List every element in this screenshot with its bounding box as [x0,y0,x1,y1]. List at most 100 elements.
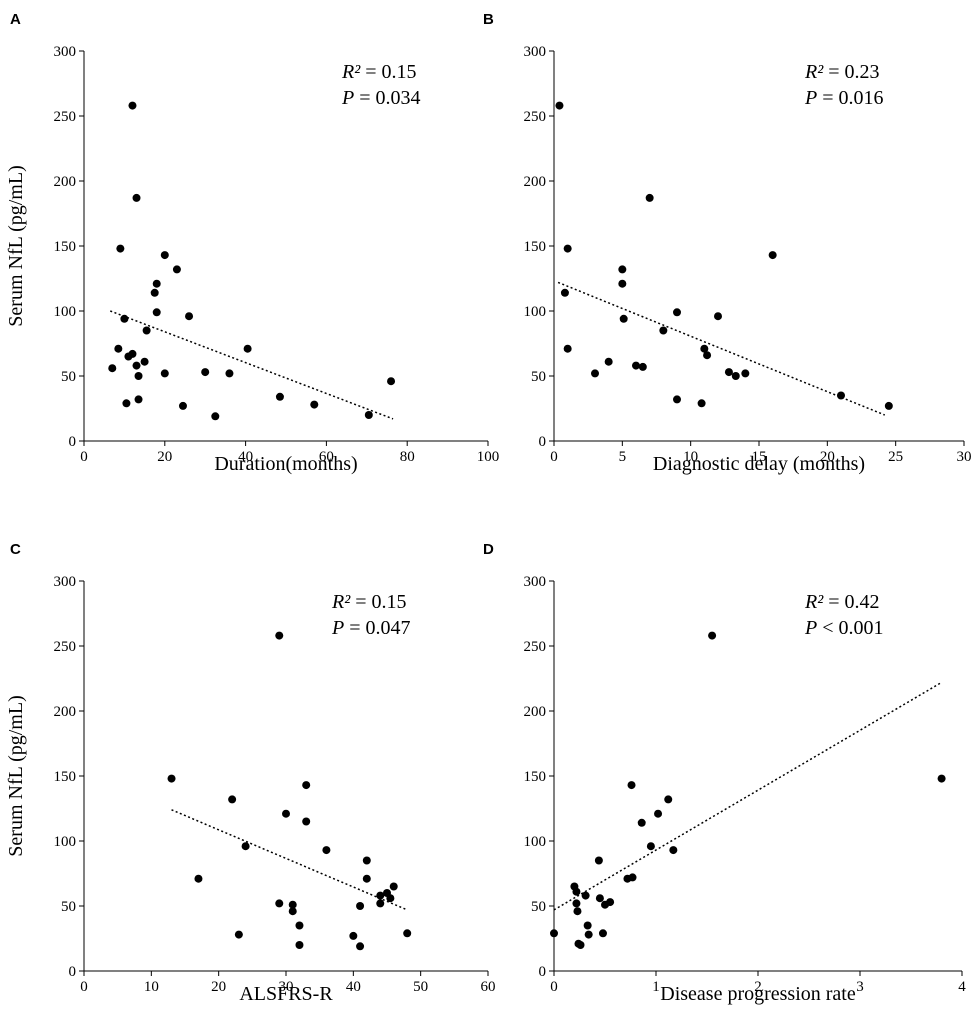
data-point [627,781,636,790]
data-point [591,369,599,378]
data-point [364,411,373,419]
panel-letter: C [10,541,21,558]
data-point [225,369,234,378]
data-point [724,368,733,377]
data-point [241,842,250,851]
data-point [376,891,385,900]
data-point [243,344,252,353]
data-point [632,361,640,370]
panel-a: 0 50 100 150 200 250 300 0 20 40 60 80 100 Duration(m… [5,11,499,475]
data-point [659,326,668,335]
x-tick-label: 0 [550,449,558,465]
trend-line [171,809,408,911]
data-point [295,941,304,949]
data-point [703,351,712,360]
x-tick-label: 100 [477,449,500,465]
y-tick-label: 300 [524,574,547,590]
x-tick-label: 1 [652,979,660,995]
y-tick-label: 150 [54,239,77,255]
y-tick-label: 0 [69,434,77,450]
data-point [646,842,655,851]
data-point [194,874,203,883]
x-axis-label: Diagnostic delay (months) [653,453,865,475]
y-tick-label: 150 [524,239,547,255]
y-tick-label: 0 [539,434,547,450]
data-point [576,941,585,949]
data-point [142,326,151,335]
x-tick-label: 0 [550,979,558,995]
data-point [937,774,946,783]
x-tick-label: 50 [413,979,428,995]
data-point [389,882,398,891]
x-tick-label: 40 [346,979,361,995]
data-point [884,401,893,410]
data-point [322,846,331,855]
panel-c: 0 50 100 150 200 250 300 0 10 20 30 40 50 60 ALSFRS-R S… [5,541,496,1005]
data-point [234,930,243,939]
data-point [310,400,319,409]
data-point [584,930,593,939]
data-point [275,899,284,908]
data-point [563,244,572,253]
data-point [673,395,681,404]
p-value-label: P = 0.047 [331,617,411,639]
data-point [376,899,385,908]
y-tick-label: 150 [54,769,77,785]
y-tick-label: 250 [54,639,77,655]
y-tick-label: 300 [524,44,547,60]
x-tick-label: 30 [957,449,972,465]
y-tick-label: 200 [54,704,77,720]
data-point [572,899,581,908]
data-point [362,874,371,883]
x-axis-label: Duration(months) [214,453,357,475]
data-point [637,818,646,827]
data-point [837,391,845,400]
r-squared-label: R² = 0.15 [331,591,407,613]
r-squared-label: R² = 0.15 [341,61,417,83]
data-point [134,395,143,404]
data-point [134,372,143,380]
panel-letter: A [10,11,21,28]
data-point [128,349,137,358]
data-point [664,795,673,804]
data-point [628,873,637,882]
data-point [563,344,572,353]
data-point [362,856,371,865]
data-point [638,362,647,371]
x-tick-label: 60 [481,979,496,995]
y-tick-label: 150 [524,769,547,785]
data-point [288,900,297,909]
data-point [302,817,311,826]
data-point [228,795,237,804]
p-value-label: P < 0.001 [804,617,884,639]
y-tick-label: 50 [61,369,76,385]
data-point [654,809,663,818]
r-squared-label: R² = 0.42 [804,591,880,613]
data-point [768,251,777,260]
x-tick-label: 20 [211,979,226,995]
trend-line [553,681,942,911]
data-point [178,401,187,410]
data-point [708,631,717,640]
x-tick-label: 2 [754,979,762,995]
data-point [606,898,615,907]
y-tick-label: 50 [531,369,546,385]
x-tick-label: 15 [752,449,767,465]
x-tick-label: 40 [238,449,253,465]
y-tick-label: 200 [524,704,547,720]
data-point [167,774,176,783]
panel-letter: B [483,11,494,28]
data-point [604,357,613,366]
data-point [618,265,627,274]
data-point [349,931,358,940]
y-tick-label: 50 [531,899,546,915]
panel-d: 0 50 100 150 200 250 300 0 1 2 3 4 Disease progressi… [483,541,966,1005]
x-tick-label: 30 [279,979,294,995]
y-tick-label: 300 [54,44,77,60]
data-point [356,942,365,951]
x-tick-label: 3 [856,979,864,995]
data-point [581,891,590,900]
x-tick-label: 10 [683,449,698,465]
data-point [160,369,169,378]
data-point [288,907,297,916]
